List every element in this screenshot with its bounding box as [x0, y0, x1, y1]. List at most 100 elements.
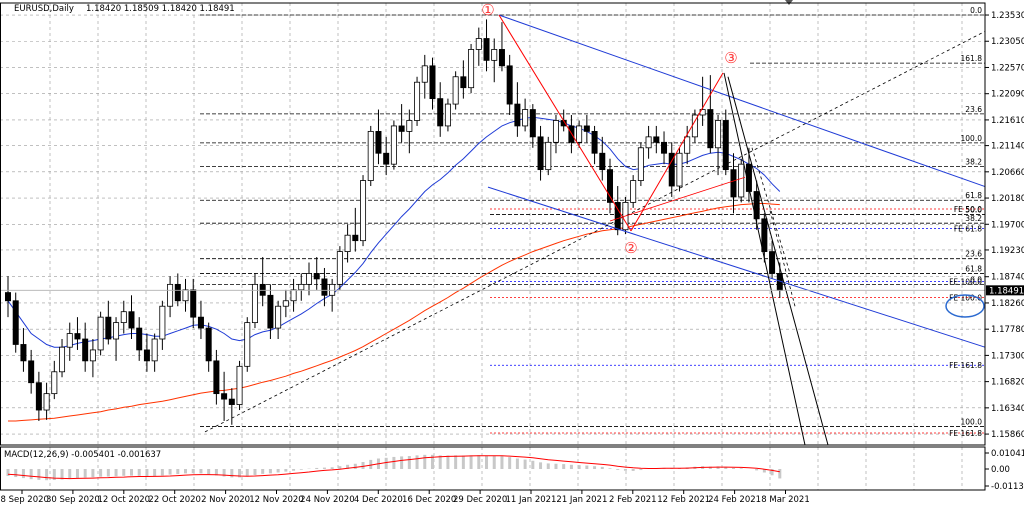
candle-body: [360, 180, 367, 242]
trend-channel-line: [498, 14, 986, 188]
last-price-tag: [986, 285, 1024, 296]
fib-level-label: 0.0: [970, 275, 982, 284]
candle-body: [722, 120, 729, 171]
date-tick-label: 8 Mar 2021: [761, 495, 809, 505]
wave-label: ③: [724, 49, 737, 67]
candle-body: [12, 300, 19, 345]
candle-body: [375, 130, 382, 154]
projection-dashed: [751, 147, 791, 274]
candle-body: [205, 327, 212, 362]
date-tick-label: 12 Oct 2020: [98, 495, 151, 505]
candle-body: [59, 346, 66, 373]
candle-body: [221, 393, 228, 400]
candle-body: [599, 152, 606, 171]
candle-body: [383, 152, 390, 165]
candle-body: [128, 311, 135, 329]
fe-level-label: FE 50.0: [954, 205, 982, 214]
price-tick-label: 1.16340: [991, 404, 1024, 414]
candle-body: [514, 103, 521, 127]
date-tick-label: 12 Feb 2021: [657, 495, 710, 505]
candle-body: [545, 141, 552, 171]
fe-level-label: FE 100.0: [949, 293, 982, 302]
candle-body: [174, 283, 181, 302]
candle-body: [452, 76, 459, 105]
candles: [5, 19, 783, 425]
candle-body: [668, 152, 675, 187]
candle-body: [275, 305, 282, 329]
candle-body: [290, 289, 297, 302]
candle-body: [529, 109, 536, 138]
fib-level-label: 0.0: [970, 6, 982, 15]
candle-body: [66, 333, 73, 348]
fib-level-label: 161.8: [961, 54, 983, 63]
price-tick-label: 1.19230: [991, 246, 1024, 256]
fe-level-label: FE 161.8: [949, 361, 982, 370]
candle-body: [591, 130, 598, 154]
candle-body: [313, 273, 320, 280]
wave-line: [498, 14, 632, 232]
candle-body: [707, 109, 714, 149]
moving-average-red: [8, 203, 780, 422]
date-tick-label: 11 Jan 2021: [506, 495, 557, 505]
candle-body: [244, 322, 251, 367]
projection-line: [723, 72, 806, 446]
chart-title: EURUSD,Daily: [14, 4, 74, 14]
candle-body: [421, 65, 428, 83]
candle-body: [336, 251, 343, 285]
candle-body: [552, 120, 559, 143]
candle-body: [444, 103, 451, 127]
candle-body: [267, 294, 274, 329]
candle-body: [113, 322, 120, 340]
fe-level-label: FE 61.8: [954, 225, 982, 234]
date-tick-label: 2 Feb 2021: [609, 495, 657, 505]
long-trendline: [204, 31, 986, 433]
date-tick-label: 30 Sep 2020: [46, 495, 100, 505]
date-tick-label: 2 Nov 2020: [201, 495, 250, 505]
price-tick-label: 1.16820: [991, 378, 1024, 388]
drawn-objects: ① ② ③: [0, 1, 986, 446]
price-tick-label: 1.23530: [991, 11, 1024, 21]
candle-body: [460, 76, 467, 89]
date-tick-label: 16 Dec 2020: [402, 495, 456, 505]
candle-body: [5, 292, 11, 302]
candle-body: [491, 49, 498, 61]
price-tick-label: 1.20660: [991, 168, 1024, 178]
candle-body: [576, 125, 583, 143]
candle-body: [738, 163, 745, 198]
candle-body: [190, 289, 197, 318]
price-tick-label: 1.17780: [991, 325, 1024, 335]
date-tick-label: 4 Dec 2020: [354, 495, 403, 505]
candle-body: [498, 49, 505, 67]
price-tick-label: 1.18260: [991, 299, 1024, 309]
candle-body: [74, 333, 81, 340]
date-tick-label: 29 Dec 2020: [453, 495, 507, 505]
date-tick-label: 12 Nov 2020: [249, 495, 303, 505]
candle-body: [429, 65, 436, 100]
candle-body: [761, 218, 768, 252]
candle-body: [213, 360, 220, 395]
candle-body: [607, 169, 614, 203]
fib-level-label: 100.0: [961, 134, 983, 143]
fib-level-label: 23.6: [965, 250, 982, 259]
candle-body: [630, 180, 637, 203]
candle-body: [35, 382, 42, 411]
wave-connector: [609, 176, 746, 222]
price-tick-label: 1.22570: [991, 63, 1024, 73]
date-tick-label: 21 Jan 2021: [556, 495, 607, 505]
candle-body: [136, 327, 143, 351]
candle-body: [398, 125, 405, 132]
last-price-label: 1.18491: [989, 286, 1024, 296]
candle-body: [143, 349, 150, 362]
candle-body: [182, 289, 189, 302]
candle-body: [769, 251, 776, 274]
candle-body: [352, 234, 359, 242]
macd-signal-line: [7, 455, 780, 480]
candle-body: [167, 283, 174, 307]
candle-body: [197, 316, 204, 329]
trend-channel-line: [487, 186, 986, 348]
candle-body: [653, 136, 660, 143]
price-tick-label: 1.15860: [991, 430, 1024, 440]
candle-body: [97, 316, 104, 351]
